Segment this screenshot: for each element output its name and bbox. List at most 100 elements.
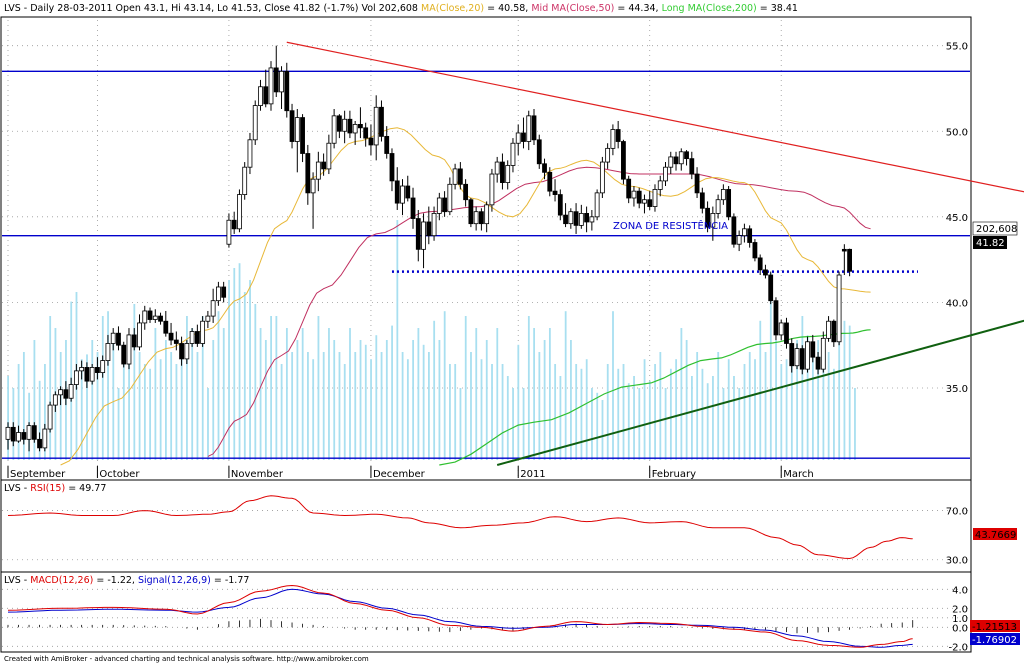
candle-body: [578, 213, 584, 226]
candle-body: [636, 190, 642, 204]
candle-body: [547, 171, 553, 192]
candle-body: [563, 214, 568, 225]
volume-bar: [680, 328, 683, 460]
volume-bar: [338, 352, 341, 460]
header-segment: = 49.77: [65, 483, 106, 494]
candle-body: [215, 286, 221, 302]
candle-body: [16, 432, 21, 442]
resistance-zone-label: ZONA DE RESISTÊNCIA: [613, 219, 728, 232]
volume-bar: [449, 364, 451, 460]
candle-body: [26, 425, 32, 440]
candle-body: [31, 425, 37, 440]
candle-body: [84, 367, 90, 382]
date-label: February: [652, 469, 696, 480]
volume-bar: [775, 340, 777, 460]
volume-bar: [548, 328, 551, 460]
volume-bar: [422, 344, 425, 460]
date-label: November: [231, 469, 284, 480]
indicators: [7, 495, 914, 648]
date-label: September: [10, 469, 66, 480]
candle-body: [768, 274, 774, 302]
volume-bar: [738, 388, 741, 460]
volume-tag-bg: [972, 221, 1018, 236]
candle-body: [642, 199, 647, 204]
volume-bar: [438, 340, 441, 460]
volume-bar: [764, 352, 767, 460]
volume-bar: [196, 352, 199, 460]
volume-bar: [606, 364, 609, 460]
volume-bar: [712, 376, 714, 460]
volume-bar: [717, 352, 720, 460]
candle-body: [836, 274, 842, 343]
volume-bar: [391, 325, 393, 460]
volume-bar: [128, 335, 130, 460]
candle-body: [484, 204, 490, 225]
candle-body: [426, 221, 432, 237]
candle-body: [205, 315, 211, 322]
header-segment: = 44.34,: [614, 3, 661, 14]
candle-body: [552, 190, 558, 195]
rsi-tick-label: 70.0: [946, 507, 968, 518]
candle-body: [526, 115, 532, 142]
volume-bar: [727, 359, 730, 460]
candle-body: [436, 197, 442, 214]
candle-body: [431, 213, 437, 237]
candle-body: [731, 216, 737, 245]
volume-bar: [543, 340, 546, 460]
price-tick-label: 45.0: [946, 213, 968, 224]
candle-body: [126, 334, 132, 365]
candle-body: [757, 257, 763, 271]
candle-body: [468, 199, 474, 225]
header-segment: LVS - Daily 28-03-2011 Open 43.1, Hi 43.…: [4, 3, 421, 14]
candle-body: [589, 216, 595, 223]
volume-bar: [827, 352, 830, 460]
volume-bar: [838, 320, 841, 460]
volume-bar: [228, 280, 230, 460]
candle-body: [699, 192, 705, 209]
volume-bar: [675, 359, 678, 460]
volume-bar: [191, 328, 194, 460]
volume-bar: [790, 352, 793, 460]
candle-body: [752, 242, 758, 259]
candle-body: [831, 320, 837, 343]
candle-body: [336, 115, 342, 132]
volume-bar: [617, 368, 620, 460]
volume-bar: [575, 364, 578, 460]
volume-bar: [307, 352, 309, 460]
candle-body: [300, 117, 305, 154]
volume-bar: [117, 388, 120, 460]
candle-body: [784, 322, 789, 344]
candle-body: [352, 124, 358, 134]
candle-body: [789, 343, 795, 367]
volume-bar: [585, 359, 588, 460]
volume-bar: [443, 311, 446, 460]
header-segment: LVS -: [4, 575, 30, 586]
volume-bar: [380, 352, 383, 460]
candle-body: [263, 86, 269, 105]
candle-body: [194, 331, 200, 344]
volume-bar: [538, 352, 541, 460]
volume-bar: [59, 352, 62, 460]
volume-bar: [175, 364, 178, 460]
volume-bar: [249, 280, 251, 460]
header-segment: Signal(12,26,9): [138, 575, 211, 586]
candle-body: [536, 139, 542, 165]
volume-bar: [648, 380, 651, 460]
volume-bar: [801, 316, 804, 460]
volume-bar: [312, 359, 315, 460]
volume-bar: [659, 352, 662, 460]
volume-bar: [822, 364, 825, 460]
volume-bar: [780, 364, 783, 460]
volume-bar: [333, 340, 336, 460]
candle-body: [58, 389, 63, 396]
candle-body: [847, 248, 852, 272]
volume-bar: [685, 340, 688, 460]
macd-tick-label: -2.0: [948, 642, 968, 653]
volume-bar: [601, 400, 604, 460]
rsi-tick-label: 30.0: [946, 556, 968, 567]
candle-body: [368, 137, 374, 146]
volume-bar: [22, 352, 25, 460]
volume-bar: [459, 388, 462, 460]
candle-body: [447, 183, 453, 213]
